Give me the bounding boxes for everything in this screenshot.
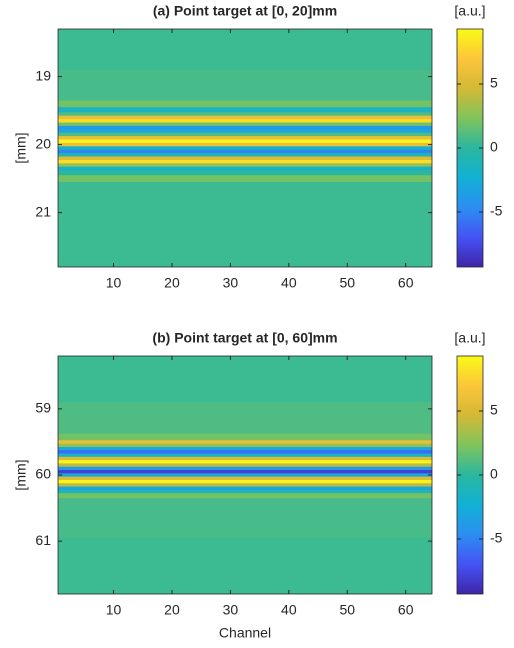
heatmap-row (58, 112, 432, 117)
colorbar-tick-label: -5 (490, 530, 503, 546)
heatmap-row (58, 69, 432, 101)
heatmap-row (58, 402, 432, 435)
axes-box (57, 28, 433, 268)
heatmap-row (58, 443, 432, 448)
heatmap-row (58, 149, 432, 154)
x-tick-label: 10 (106, 602, 122, 618)
heatmap-row (58, 453, 432, 458)
colorbar-tick-label: 5 (490, 402, 498, 418)
x-tick-label: 60 (398, 275, 414, 291)
heatmap-row (58, 216, 432, 267)
heatmap-row (58, 170, 432, 176)
heatmap-row (58, 473, 432, 478)
heatmap (58, 29, 432, 267)
x-tick-label: 40 (281, 602, 297, 618)
heatmap-row (58, 122, 432, 127)
y-axis-label: [mm] (13, 132, 29, 163)
y-tick-label: 60 (35, 466, 51, 482)
heatmap-row (58, 460, 432, 464)
heatmap-row (58, 486, 432, 491)
heatmap-row (58, 483, 432, 488)
heatmap-row (58, 463, 432, 468)
heatmap-row (58, 107, 432, 113)
heatmap-row (58, 479, 432, 484)
x-tick-label: 30 (223, 275, 239, 291)
colorbar-label: [a.u.] (454, 330, 485, 346)
chart-title: (a) Point target at [0, 20]mm (153, 3, 337, 19)
heatmap-row (58, 29, 432, 71)
x-tick-label: 20 (164, 602, 180, 618)
heatmap-row (58, 433, 432, 441)
heatmap-row (58, 456, 432, 461)
heatmap-row (58, 146, 432, 151)
heatmap-row (58, 498, 432, 539)
x-tick-label: 40 (281, 275, 297, 291)
x-tick-label: 50 (339, 275, 355, 291)
y-axis-label: [mm] (13, 459, 29, 490)
y-tick-label: 19 (35, 67, 51, 83)
x-axis-label: Channel (219, 625, 271, 641)
heatmap-row (58, 489, 432, 494)
heatmap-row (58, 119, 432, 123)
heatmap-row (58, 175, 432, 183)
heatmap-row (58, 153, 432, 157)
heatmap-row (58, 356, 432, 403)
heatmap-row (58, 493, 432, 499)
x-tick-label: 10 (106, 275, 122, 291)
heatmap-row (58, 470, 432, 474)
y-tick-label: 21 (35, 203, 51, 219)
x-tick-label: 60 (398, 602, 414, 618)
heatmap-row (58, 446, 432, 451)
x-tick-label: 50 (339, 602, 355, 618)
x-tick-label: 30 (223, 602, 239, 618)
heatmap-row (58, 142, 432, 147)
heatmap-row (58, 136, 432, 140)
colorbar-tick-label: -5 (490, 203, 503, 219)
heatmap-row (58, 156, 432, 161)
heatmap-row (58, 182, 432, 217)
colorbar-tick-label: 5 (490, 75, 498, 91)
x-tick-label: 20 (164, 275, 180, 291)
heatmap-row (58, 163, 432, 168)
chart-title: (b) Point target at [0, 60]mm (152, 330, 337, 346)
heatmap-row (58, 466, 432, 471)
heatmap-row (58, 129, 432, 134)
y-tick-label: 59 (35, 400, 51, 416)
colorbar-tick-label: 0 (490, 466, 498, 482)
heatmap-row (58, 159, 432, 164)
heatmap-row (58, 139, 432, 144)
heatmap-row (58, 440, 432, 445)
heatmap-row (58, 450, 432, 455)
colorbar-tick-label: 0 (490, 139, 498, 155)
heatmap-row (58, 476, 432, 481)
y-tick-label: 61 (35, 532, 51, 548)
y-tick-label: 20 (35, 135, 51, 151)
heatmap-row (58, 100, 432, 108)
heatmap-row (58, 132, 432, 137)
colorbar (456, 355, 484, 595)
heatmap-row (58, 115, 432, 120)
heatmap-row (58, 125, 432, 130)
heatmap (58, 356, 432, 594)
colorbar-label: [a.u.] (454, 3, 485, 19)
heatmap-row (58, 166, 432, 171)
heatmap-row (58, 537, 432, 594)
